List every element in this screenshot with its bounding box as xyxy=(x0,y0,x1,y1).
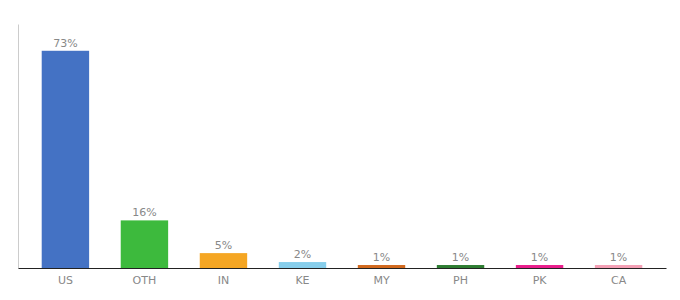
bar xyxy=(516,265,563,268)
x-tick: PH xyxy=(453,274,468,287)
bars xyxy=(42,51,643,268)
x-tick: MY xyxy=(373,274,389,287)
x-axis-line xyxy=(19,268,667,269)
data-label: 5% xyxy=(215,239,232,252)
data-label: 1% xyxy=(610,251,627,264)
y-axis xyxy=(18,25,19,269)
data-label: 2% xyxy=(294,248,311,261)
x-tick: KE xyxy=(295,274,309,287)
y-axis-line xyxy=(18,25,19,269)
x-tick: US xyxy=(58,274,73,287)
x-tick-label: CA xyxy=(611,274,627,287)
x-tick: CA xyxy=(611,274,627,287)
x-tick-label: IN xyxy=(218,274,229,287)
bar xyxy=(121,220,168,268)
data-label: 73% xyxy=(53,37,77,50)
bar xyxy=(279,262,326,268)
x-tick-label: US xyxy=(58,274,73,287)
plot-area: 73% 16% 5% 2% 1% 1% 1% 1% US OTH IN KE MY PH PK CA xyxy=(19,25,667,287)
data-label: 1% xyxy=(373,251,390,264)
x-tick-label: PK xyxy=(533,274,548,287)
data-labels: 73% 16% 5% 2% 1% 1% 1% 1% xyxy=(53,37,627,264)
x-tick-label: OTH xyxy=(133,274,157,287)
chart: 73% 16% 5% 2% 1% 1% 1% 1% US OTH IN KE MY PH PK CA xyxy=(0,0,680,300)
bar xyxy=(42,51,89,268)
bar xyxy=(595,265,642,268)
bar xyxy=(200,253,247,268)
x-axis: US OTH IN KE MY PH PK CA xyxy=(19,269,667,287)
x-tick-label: MY xyxy=(373,274,389,287)
x-tick: IN xyxy=(218,274,229,287)
x-tick: OTH xyxy=(133,274,157,287)
data-label: 1% xyxy=(452,251,469,264)
x-tick-label: PH xyxy=(453,274,468,287)
x-tick-label: KE xyxy=(295,274,309,287)
bar xyxy=(358,265,405,268)
bar xyxy=(437,265,484,268)
data-label: 1% xyxy=(531,251,548,264)
data-label: 16% xyxy=(132,206,156,219)
x-tick: PK xyxy=(533,274,548,287)
